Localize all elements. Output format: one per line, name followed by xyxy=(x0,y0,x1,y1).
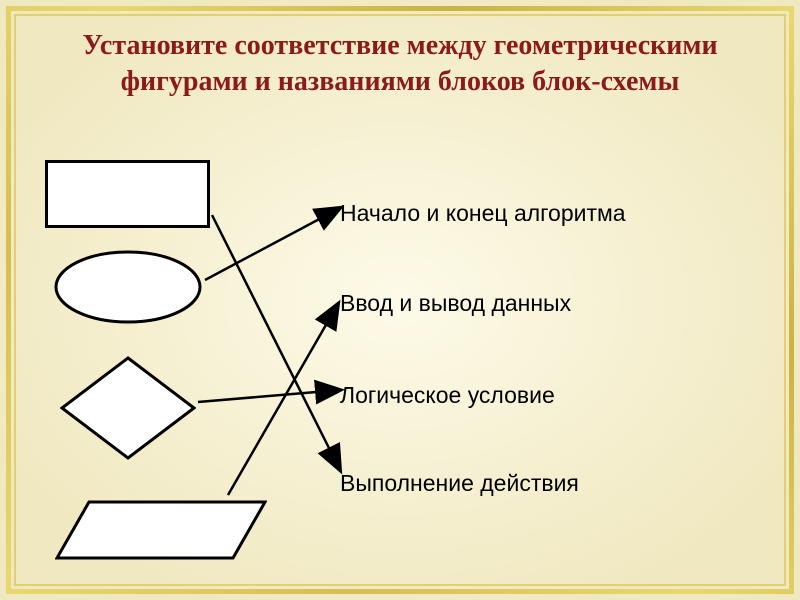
label-action: Выполнение действия xyxy=(340,470,579,497)
arrow-para-to-io xyxy=(228,304,338,495)
label-start-end: Начало и конец алгоритма xyxy=(340,200,626,227)
shape-parallelogram xyxy=(55,500,267,560)
shape-rectangle xyxy=(45,160,210,228)
label-input-output: Ввод и вывод данных xyxy=(340,290,571,317)
shape-ellipse xyxy=(54,250,202,324)
arrow-ellipse-to-startend xyxy=(205,208,340,280)
page-title: Установите соответствие между геометриче… xyxy=(40,28,760,101)
label-condition: Логическое условие xyxy=(340,382,555,409)
arrow-rect-to-action xyxy=(212,215,340,470)
shape-diamond xyxy=(60,356,196,460)
arrow-diamond-to-condition xyxy=(198,390,340,402)
